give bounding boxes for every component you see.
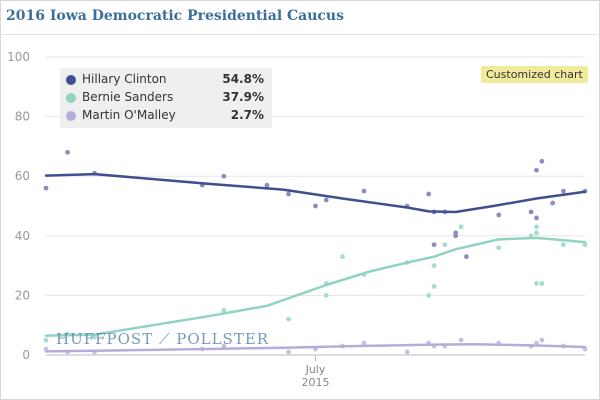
poll-point-hillary-clinton-15 [453,230,459,236]
poll-point-hillary-clinton-8 [323,197,329,203]
poll-point-hillary-clinton-22 [539,158,545,164]
poll-point-hillary-clinton-11 [426,191,432,197]
poll-point-hillary-clinton-19 [528,209,534,215]
poll-point-hillary-clinton-1 [65,149,70,155]
poll-point-martin-o-malley-4 [221,343,227,349]
y-tick-label-80: 80 [15,110,30,124]
poll-point-martin-o-malley-5 [286,349,291,355]
legend-value-clinton: 54.8% [222,72,264,86]
poll-point-bernie-sanders-19 [539,281,545,286]
poll-point-hillary-clinton-21 [534,167,539,173]
poll-point-bernie-sanders-7 [340,254,345,260]
poll-point-martin-o-malley-17 [539,337,545,343]
legend: Hillary Clinton 54.8% Bernie Sanders 37.… [60,68,272,128]
huffpost-pollster-logo: HUFFPOST ⟋ POLLSTER [56,330,270,348]
poll-point-bernie-sanders-12 [431,263,437,268]
poll-point-bernie-sanders-6 [323,293,329,298]
y-tick-label-40: 40 [15,229,30,243]
poll-point-hillary-clinton-4 [221,173,227,179]
poll-point-bernie-sanders-20 [534,281,539,286]
trend-line-bernie-sanders [44,236,587,337]
trend-line-hillary-clinton [44,172,587,214]
poll-point-bernie-sanders-0 [43,337,49,343]
legend-label-sanders: Bernie Sanders [82,90,174,104]
x-tick-sublabel-0: 2015 [302,376,330,389]
legend-label-omalley: Martin O'Malley [82,108,176,122]
y-tick-label-60: 60 [15,169,30,183]
poll-point-bernie-sanders-13 [442,242,448,248]
y-tick-label-100: 100 [7,50,30,64]
legend-value-omalley: 2.7% [230,108,264,122]
poll-point-bernie-sanders-18 [534,224,539,230]
x-tick-label-0: July [305,363,326,376]
poll-point-bernie-sanders-22 [582,242,588,248]
poll-point-bernie-sanders-4 [286,316,291,322]
poll-point-martin-o-malley-8 [361,340,367,346]
legend-swatch-sanders [66,93,76,103]
y-tick-label-20: 20 [15,288,30,302]
chart-title: 2016 Iowa Democratic Presidential Caucus [6,8,344,24]
customized-chart-badge[interactable]: Customized chart [481,66,588,83]
poll-point-bernie-sanders-21 [561,242,566,248]
title-divider [0,34,598,35]
trend-line-martin-o-malley [44,343,587,353]
poll-point-martin-o-malley-13 [458,337,464,343]
poll-point-hillary-clinton-7 [313,203,318,209]
legend-value-sanders: 37.9% [222,90,264,104]
poll-point-bernie-sanders-11 [431,284,437,289]
poll-point-hillary-clinton-6 [286,191,291,197]
legend-item-omalley[interactable]: Martin O'Malley 2.7% [66,107,268,125]
poll-point-hillary-clinton-16 [464,254,469,260]
poll-point-bernie-sanders-17 [534,230,539,236]
poll-point-hillary-clinton-5 [264,182,270,188]
poll-point-hillary-clinton-9 [361,188,367,194]
poll-point-hillary-clinton-18 [496,212,502,218]
poll-point-bernie-sanders-15 [496,245,502,251]
poll-point-bernie-sanders-10 [426,293,432,298]
poll-point-hillary-clinton-17 [431,242,437,248]
poll-point-hillary-clinton-0 [43,185,49,191]
poll-point-bernie-sanders-3 [221,307,227,313]
legend-item-clinton[interactable]: Hillary Clinton 54.8% [66,71,268,89]
poll-point-bernie-sanders-14 [458,224,464,230]
legend-swatch-omalley [66,111,76,121]
y-tick-label-0: 0 [22,348,30,362]
poll-point-hillary-clinton-20 [534,215,539,221]
legend-swatch-clinton [66,75,76,85]
legend-item-sanders[interactable]: Bernie Sanders 37.9% [66,89,268,107]
poll-point-hillary-clinton-23 [550,200,556,206]
poll-point-martin-o-malley-9 [404,349,410,355]
poll-point-hillary-clinton-24 [561,188,566,194]
legend-label-clinton: Hillary Clinton [82,72,167,86]
